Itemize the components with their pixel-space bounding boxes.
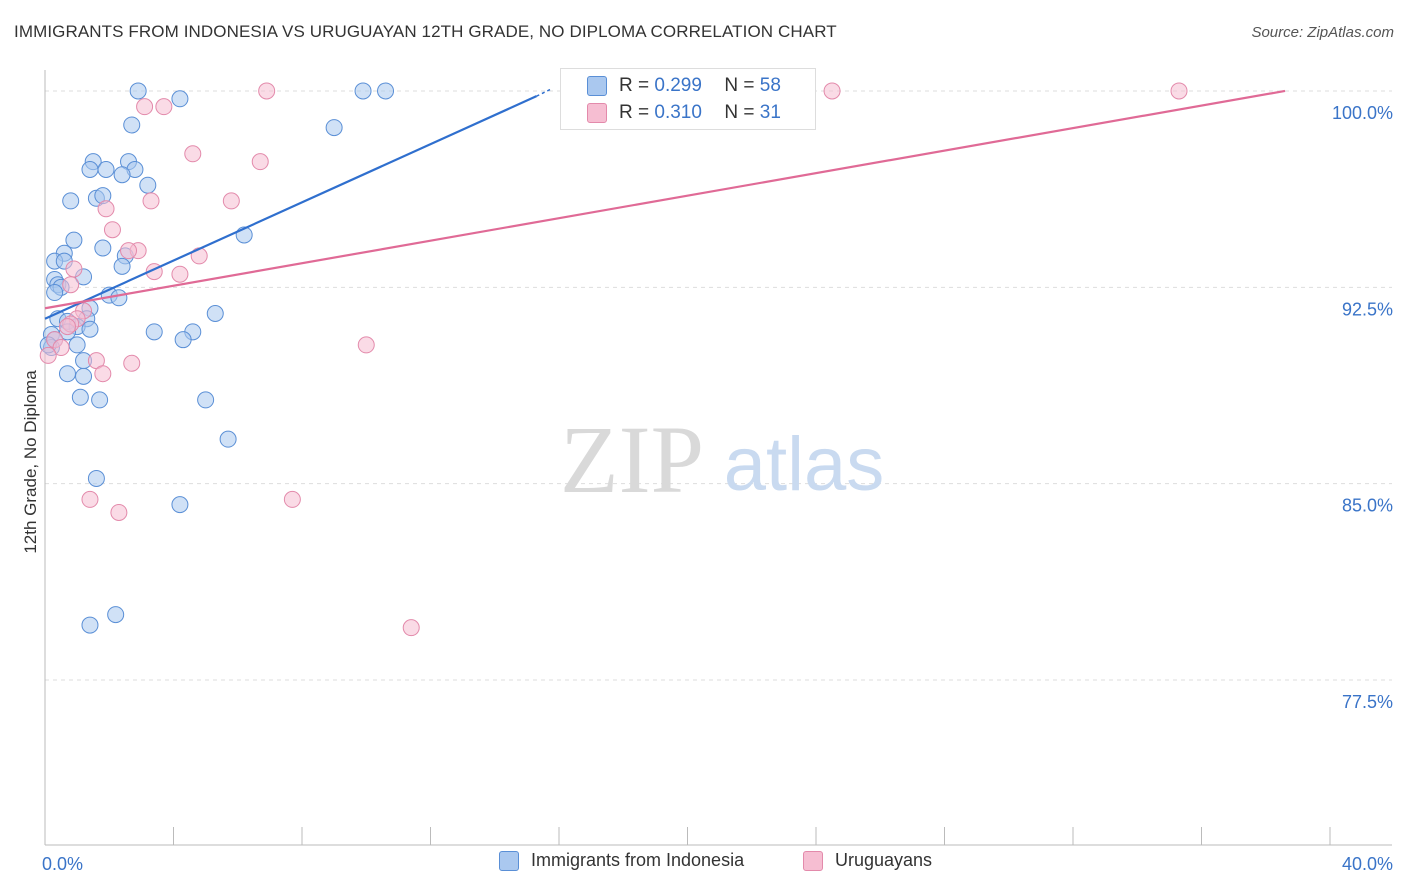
trend-lines <box>44 87 1286 320</box>
r-label: R = <box>619 75 650 96</box>
point-indonesia <box>62 192 80 210</box>
legend-label: Immigrants from Indonesia <box>531 850 745 870</box>
watermark: ZIP atlas <box>560 406 884 513</box>
point-uruguayans <box>258 82 276 100</box>
point-indonesia <box>113 166 131 184</box>
point-indonesia <box>81 160 99 178</box>
point-indonesia <box>171 496 189 514</box>
point-uruguayans <box>184 145 202 163</box>
point-uruguayans <box>103 221 121 239</box>
point-uruguayans <box>81 490 99 508</box>
point-indonesia <box>94 239 112 257</box>
n-value: 31 <box>759 102 781 123</box>
point-indonesia <box>68 336 86 354</box>
legend-item-uruguayans[interactable]: Uruguayans <box>803 850 932 871</box>
point-uruguayans <box>120 242 138 260</box>
legend-swatch-uruguayans <box>803 850 823 871</box>
point-uruguayans <box>94 365 112 383</box>
point-indonesia <box>110 289 128 307</box>
r-label: R = <box>619 102 650 123</box>
axis-labels: 77.5% 85.0% 92.5% 100.0% 0.0% 40.0% <box>42 103 1393 874</box>
x-tick-label: 0.0% <box>42 854 83 874</box>
point-indonesia <box>107 606 125 624</box>
y-tick-label: 85.0% <box>1342 496 1393 516</box>
trend-line-indonesia <box>44 95 537 320</box>
point-indonesia <box>91 391 109 409</box>
point-indonesia <box>174 331 192 349</box>
point-indonesia <box>81 616 99 634</box>
point-uruguayans <box>171 265 189 283</box>
point-indonesia <box>46 284 64 302</box>
stats-row-indonesia: R = 0.299 N = 58 <box>587 73 781 99</box>
legend-item-indonesia[interactable]: Immigrants from Indonesia <box>499 850 744 871</box>
gridlines <box>45 90 1392 681</box>
point-indonesia <box>113 257 131 275</box>
point-indonesia <box>139 176 157 194</box>
watermark-zip: ZIP <box>560 406 704 513</box>
point-uruguayans <box>823 82 841 100</box>
y-tick-label: 100.0% <box>1332 103 1393 123</box>
point-indonesia <box>97 160 115 178</box>
legend-label: Uruguayans <box>835 850 933 870</box>
stats-row-uruguayans: R = 0.310 N = 31 <box>587 100 781 126</box>
axes <box>44 70 1392 846</box>
point-uruguayans <box>1170 82 1188 100</box>
watermark-atlas: atlas <box>724 422 885 507</box>
point-indonesia <box>81 320 99 338</box>
trend-line-indonesia-extension <box>536 87 553 97</box>
point-uruguayans <box>97 200 115 218</box>
y-axis-label: 12th Grade, No Diploma <box>21 370 40 554</box>
point-indonesia <box>87 469 105 487</box>
point-indonesia <box>206 304 224 322</box>
n-label: N = <box>724 75 755 96</box>
point-indonesia <box>354 82 372 100</box>
point-indonesia <box>71 388 89 406</box>
y-tick-label: 77.5% <box>1342 692 1393 712</box>
point-indonesia <box>145 323 163 341</box>
legend-swatch-indonesia <box>499 850 519 871</box>
point-uruguayans <box>357 336 375 354</box>
point-indonesia <box>325 119 343 137</box>
point-indonesia <box>197 391 215 409</box>
chart-title: IMMIGRANTS FROM INDONESIA VS URUGUAYAN 1… <box>14 22 837 41</box>
point-uruguayans <box>402 619 420 637</box>
point-uruguayans <box>65 260 83 278</box>
point-indonesia <box>65 231 83 249</box>
point-indonesia <box>377 82 395 100</box>
point-uruguayans <box>142 192 160 210</box>
point-uruguayans <box>123 354 141 372</box>
y-tick-label: 92.5% <box>1342 299 1393 319</box>
swatch-uruguayans <box>587 103 607 123</box>
point-indonesia <box>75 367 93 385</box>
point-indonesia <box>123 116 141 134</box>
swatch-indonesia <box>587 76 607 96</box>
point-uruguayans <box>110 503 128 521</box>
n-value: 58 <box>759 75 781 96</box>
point-indonesia <box>58 365 76 383</box>
point-uruguayans <box>52 339 70 357</box>
bottom-legend: Immigrants from Indonesia Uruguayans <box>0 850 1406 880</box>
point-uruguayans <box>39 346 57 364</box>
point-uruguayans <box>136 98 154 116</box>
r-value: 0.299 <box>654 75 702 96</box>
point-uruguayans <box>251 153 269 171</box>
point-uruguayans <box>58 318 76 336</box>
point-indonesia <box>171 90 189 108</box>
point-uruguayans <box>62 276 80 294</box>
x-tick-label: 40.0% <box>1342 854 1393 874</box>
point-uruguayans <box>155 98 173 116</box>
data-points <box>39 82 1188 637</box>
source-label: Source: ZipAtlas.com <box>1251 24 1394 41</box>
point-indonesia <box>219 430 237 448</box>
point-uruguayans <box>222 192 240 210</box>
stats-legend: R = 0.299 N = 58 R = 0.310 N = 31 <box>560 68 816 130</box>
n-label: N = <box>724 102 755 123</box>
point-indonesia <box>129 82 147 100</box>
trend-line-uruguayans <box>44 89 1286 310</box>
r-value: 0.310 <box>654 102 702 123</box>
point-uruguayans <box>283 490 301 508</box>
